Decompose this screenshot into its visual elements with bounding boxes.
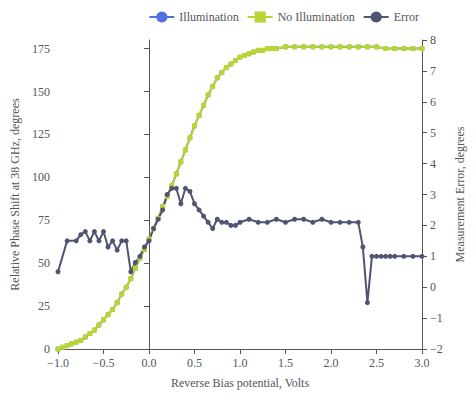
svg-text:4: 4 (430, 157, 436, 171)
svg-text:Measurement Error, degrees: Measurement Error, degrees (453, 126, 467, 262)
svg-text:2.0: 2.0 (324, 356, 339, 370)
svg-text:50: 50 (38, 256, 50, 270)
svg-text:−0.5: −0.5 (93, 356, 115, 370)
svg-text:75: 75 (38, 213, 50, 227)
svg-text:100: 100 (32, 170, 50, 184)
svg-text:7: 7 (430, 64, 436, 78)
svg-text:Reverse Bias potential, Volts: Reverse Bias potential, Volts (171, 376, 310, 390)
svg-text:0.5: 0.5 (187, 356, 202, 370)
svg-text:5: 5 (430, 126, 436, 140)
svg-text:2.5: 2.5 (369, 356, 384, 370)
svg-text:Relative Phase Shift at 38 GHz: Relative Phase Shift at 38 GHz, degrees (8, 98, 22, 291)
svg-text:8: 8 (430, 33, 436, 47)
svg-text:−1: −1 (430, 311, 443, 325)
svg-text:1: 1 (430, 249, 436, 263)
svg-text:125: 125 (32, 127, 50, 141)
svg-text:0: 0 (430, 280, 436, 294)
svg-text:No Illumination: No Illumination (278, 10, 355, 24)
svg-text:175: 175 (32, 42, 50, 56)
svg-text:2: 2 (430, 218, 436, 232)
svg-text:3: 3 (430, 188, 436, 202)
svg-text:3.0: 3.0 (415, 356, 430, 370)
svg-text:−2: −2 (430, 342, 443, 356)
svg-text:25: 25 (38, 299, 50, 313)
svg-text:0: 0 (44, 342, 50, 356)
svg-text:−1.0: −1.0 (47, 356, 69, 370)
svg-text:0.0: 0.0 (142, 356, 157, 370)
svg-text:6: 6 (430, 95, 436, 109)
svg-text:1.0: 1.0 (233, 356, 248, 370)
svg-text:1.5: 1.5 (278, 356, 293, 370)
svg-text:150: 150 (32, 85, 50, 99)
svg-text:Illumination: Illumination (179, 10, 238, 24)
svg-text:Error: Error (394, 10, 419, 24)
